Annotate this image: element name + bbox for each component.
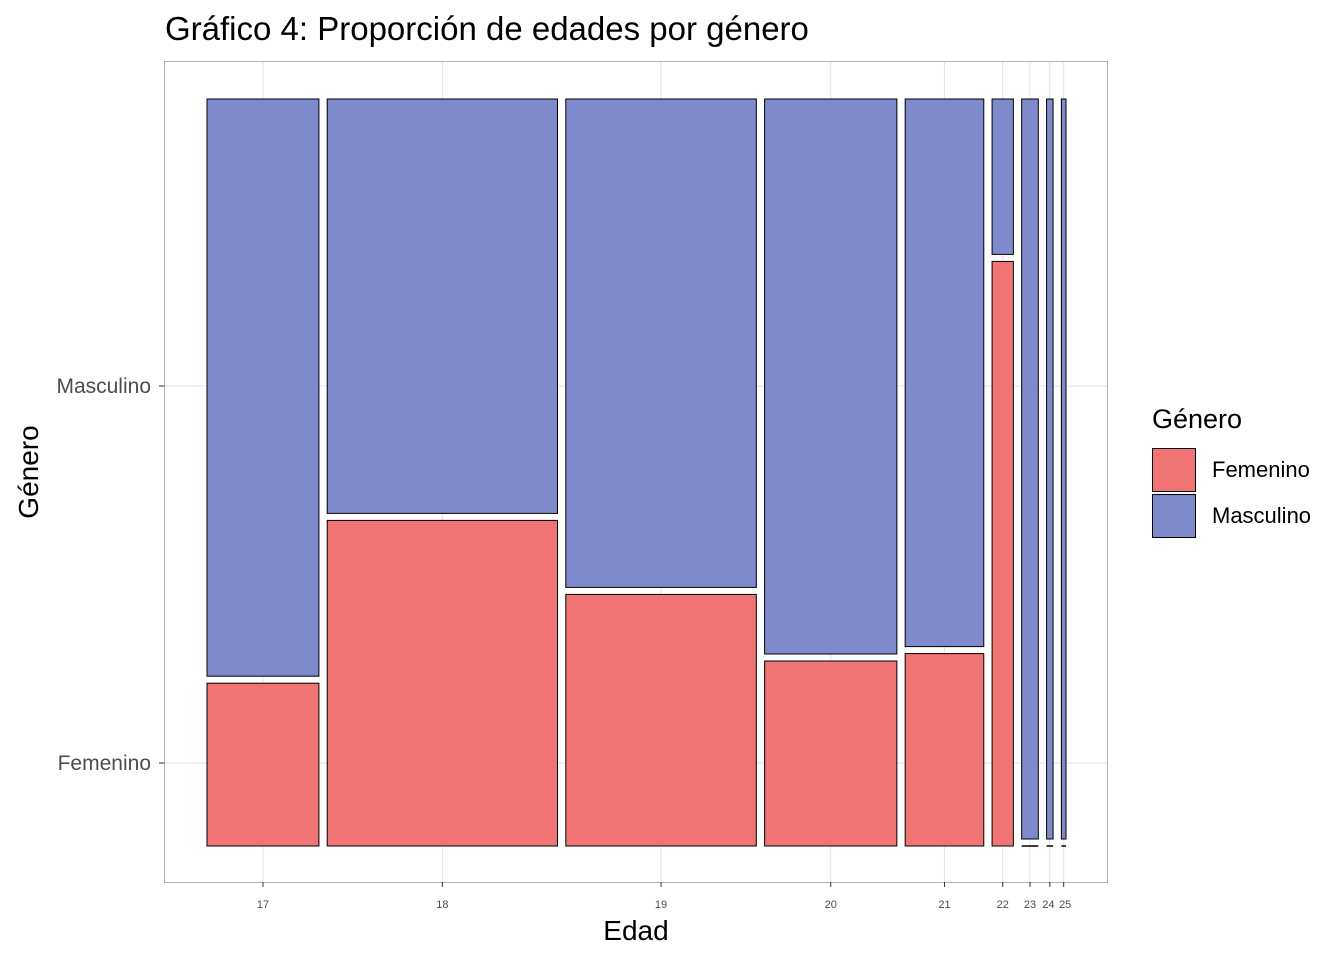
tile-20-femenino [764,660,898,847]
chart-title: Gráfico 4: Proporción de edades por géne… [165,10,809,47]
x-tick-label-22: 22 [997,899,1009,911]
legend-label-femenino: Femenino [1212,457,1310,482]
legend-item-masculino: Masculino [1152,493,1311,539]
tile-23-masculino [1021,98,1039,840]
x-axis-title: Edad [603,915,668,946]
y-tick-label-masculino: Masculino [56,375,151,398]
tile-25-masculino [1060,98,1067,840]
tile-18-masculino [326,98,558,514]
tile-20-masculino [764,98,898,655]
x-tick-label-21: 21 [938,899,950,911]
x-tick-label-25: 25 [1059,899,1071,911]
tile-19-femenino [565,593,757,847]
tile-17-masculino [206,98,320,677]
axis-ticks: 17 18 19 20 21 22 23 24 25 Femenino Masculino [56,375,1071,911]
mosaic-tiles [206,98,1067,847]
tile-18-femenino [326,519,558,847]
x-tick-label-17: 17 [257,899,269,911]
legend-title: Género [1152,404,1243,434]
x-tick-label-23: 23 [1024,899,1036,911]
x-tick-label-19: 19 [655,899,667,911]
tile-22-masculino [991,98,1014,255]
y-tick-label-femenino: Femenino [58,752,151,775]
x-tick-label-24: 24 [1042,899,1054,911]
x-tick-label-18: 18 [436,899,448,911]
legend-item-femenino: Femenino [1152,447,1311,493]
tile-22-femenino [991,260,1014,847]
tile-24-masculino [1046,98,1054,840]
legend: Género Femenino Masculino [1152,404,1311,539]
x-tick-label-20: 20 [825,899,837,911]
legend-label-masculino: Masculino [1212,503,1312,528]
legend-swatch-femenino [1152,448,1196,492]
tile-21-masculino [904,98,985,648]
y-axis-title: Género [13,425,44,518]
tile-19-masculino [565,98,757,588]
legend-swatch-masculino [1152,494,1196,538]
tile-17-femenino [206,682,320,847]
tile-21-femenino [904,653,985,847]
